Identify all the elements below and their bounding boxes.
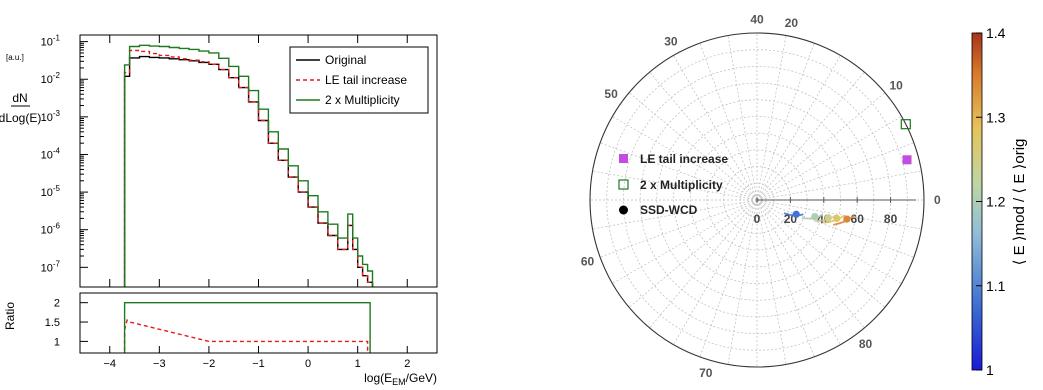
polar-marker-le-tail	[902, 155, 912, 165]
polar-marker-multiplicity	[900, 119, 911, 130]
spectrum-y-tick-label: 10-3	[41, 109, 61, 124]
polar-angle-label: 30	[664, 34, 678, 48]
ratio-y-ticks: 11.52	[45, 298, 88, 348]
spectrum-y-tick-label: 10-7	[41, 259, 61, 274]
polar-legend: LE tail increase 2 x Multiplicity SSD-WC…	[618, 152, 728, 217]
ratio-x-tick-label: −3	[153, 358, 166, 370]
ratio-xlabel-main: log(E	[364, 371, 392, 385]
polar-outer-circle	[589, 32, 925, 368]
polar-ring	[689, 132, 825, 268]
spectrum-y-tick-exponent: -5	[53, 184, 61, 193]
spectrum-y-tick-exponent: -4	[53, 146, 61, 155]
polar-marker-ssd-wcd	[792, 210, 800, 218]
colorbar-tick-label: 1.4	[986, 25, 1006, 41]
polar-marker-ssd-wcd	[824, 214, 832, 222]
polar-radial-label: 80	[884, 212, 898, 226]
spectrum-y-tick-label: 10-5	[41, 184, 61, 199]
legend-marker-le-tail	[619, 154, 628, 163]
polar-legend-ssd-wcd: SSD-WCD	[640, 203, 698, 217]
legend-marker-multiplicity	[618, 179, 629, 190]
polar-marker-ssd-wcd	[843, 215, 851, 223]
polar-angle-label: 80	[859, 337, 873, 351]
ratio-y-tick-label: 2	[54, 298, 60, 310]
spectrum-y-tick-exponent: -7	[53, 259, 61, 268]
spectrum-x-ticks	[109, 35, 408, 287]
spectrum-legend: Original LE tail increase 2 x Multiplici…	[289, 46, 429, 114]
polar-angle-label: 60	[581, 255, 595, 269]
ratio-y-tick-label: 1.5	[45, 317, 60, 329]
polar-angle-label: 0	[934, 193, 941, 207]
ratio-line-0	[123, 318, 369, 353]
ratio-panel: 11.52 −4 −3 −2 −1 0 1 2 Ratio log(EEM/GeV)	[3, 292, 438, 387]
spectrum-panel: 10-110-210-310-410-510-610-7 dN dLog(E) …	[0, 34, 438, 288]
ratio-x-tick-label: 1	[355, 358, 361, 370]
spectrum-ylabel-denominator: dLog(E)	[0, 111, 41, 125]
polar-angle-label: 10	[889, 78, 903, 92]
spectrum-y-tick-exponent: -1	[53, 34, 61, 43]
spectrum-y-tick-label: 10-1	[41, 34, 61, 49]
ratio-x-tick-label: −1	[252, 358, 265, 370]
spectrum-y-tick-exponent: -3	[53, 109, 61, 118]
polar-legend-le-tail: LE tail increase	[640, 152, 728, 166]
ratio-x-ticks: −4 −3 −2 −1 0 1 2	[103, 346, 410, 370]
colorbar-tick-label: 1.1	[986, 278, 1006, 294]
ratio-x-tick-label: −2	[203, 358, 216, 370]
spectrum-line-1	[123, 49, 374, 287]
spectrum-y-unit: [a.u.]	[6, 53, 24, 62]
legend-label-original: Original	[325, 53, 366, 67]
polar-angle-label: 50	[604, 87, 618, 101]
spectrum-y-tick-exponent: -2	[53, 71, 61, 80]
spectrum-y-tick-exponent: -6	[53, 222, 61, 231]
colorbar: 1 1.1 1.2 1.3 1.4 ⟨ E ⟩mod / ⟨ E ⟩orig	[971, 25, 1028, 378]
spectrum-line-2	[123, 44, 374, 287]
ratio-series-group	[123, 302, 371, 353]
polar-marker-ssd-wcd	[833, 214, 841, 223]
ratio-xlabel-tail: /GeV)	[406, 371, 437, 385]
polar-radial-label: 60	[851, 212, 865, 226]
colorbar-tick-label: 1	[986, 362, 994, 378]
ratio-ylabel: Ratio	[3, 302, 17, 330]
polar-radial-label: 0	[754, 212, 761, 226]
polar-angle-label: 20	[785, 16, 799, 30]
spectrum-series-group	[123, 44, 374, 287]
polar-marker-ssd-wcd	[811, 212, 819, 221]
spectrum-y-ticks: 10-1 10-2 10-3 10-4 10-5 10-6 10-7	[41, 34, 88, 274]
ratio-y-tick-label: 1	[54, 336, 60, 348]
legend-marker-ssd-wcd	[619, 205, 628, 215]
ratio-x-tick-label: 0	[305, 358, 311, 370]
polar-angle-label: 70	[699, 366, 713, 380]
polar-angle-label: 40	[750, 13, 764, 27]
ratio-x-tick-label: 2	[404, 358, 410, 370]
spectrum-y-tick-label: 10-2	[41, 71, 61, 86]
colorbar-ticks: 1 1.1 1.2 1.3 1.4	[976, 25, 1006, 378]
legend-label-le-tail: LE tail increase	[325, 73, 407, 87]
colorbar-tick-label: 1.2	[986, 194, 1006, 210]
spectrum-ylabel-numerator: dN	[12, 91, 27, 105]
spectrum-y-tick-label: 10-4	[41, 146, 61, 161]
legend-label-multiplicity: 2 x Multiplicity	[325, 93, 400, 107]
ratio-line-1	[123, 302, 371, 353]
ratio-x-tick-label: −4	[103, 358, 116, 370]
colorbar-label: ⟨ E ⟩mod / ⟨ E ⟩orig	[1011, 139, 1028, 266]
ratio-xlabel-subscript: EM	[392, 377, 406, 385]
ratio-xlabel: log(EEM/GeV)	[364, 371, 437, 385]
polar-legend-multiplicity: 2 x Multiplicity	[640, 178, 723, 192]
colorbar-tick-label: 1.3	[986, 109, 1006, 125]
spectrum-y-tick-label: 10-6	[41, 222, 61, 237]
polar-points	[783, 119, 912, 226]
